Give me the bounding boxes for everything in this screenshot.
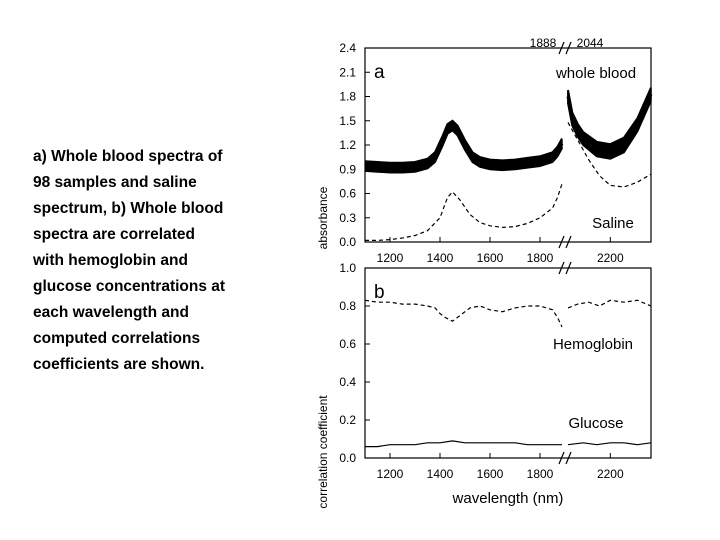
- y-tick-label: 0.0: [339, 451, 356, 465]
- y-tick-label: 0.3: [339, 211, 356, 225]
- y-tick-label: 0.4: [339, 375, 356, 389]
- x-tick-label: 2200: [597, 467, 624, 481]
- x-tick-label: 1600: [477, 467, 504, 481]
- axis-break-mark: [565, 451, 572, 465]
- x-tick-label: 1200: [377, 251, 404, 265]
- whole-blood-mean-curve: [364, 93, 653, 170]
- axis-break-mark: [558, 235, 565, 249]
- caption-line: glucose concentrations at: [33, 278, 226, 295]
- y-tick-label: 0.6: [339, 187, 356, 201]
- plot-frame: [364, 267, 652, 459]
- caption-line: each wavelength and: [33, 304, 189, 321]
- axis-break-label: 2044: [577, 36, 604, 50]
- axis-break-mark: [558, 451, 565, 465]
- whole-blood-sample-curve: [364, 87, 652, 164]
- annotation-saline: Saline: [592, 215, 634, 232]
- y-tick-label: 2.1: [339, 65, 356, 79]
- annotation-whole-blood: whole blood: [555, 65, 636, 82]
- x-tick-label: 1200: [377, 467, 404, 481]
- series-line-glucose: [365, 440, 652, 448]
- axis-break-mark: [558, 41, 565, 55]
- panel-label: b: [374, 282, 385, 303]
- x-tick-label: 1400: [427, 467, 454, 481]
- caption-line: 98 samples and saline: [33, 174, 197, 191]
- caption-line: coefficients are shown.: [33, 356, 205, 373]
- caption-line: with hemoglobin and: [33, 252, 188, 269]
- y-tick-label: 0.9: [339, 162, 356, 176]
- y-tick-label: 0.0: [339, 235, 356, 249]
- y-tick-label: 1.8: [339, 90, 356, 104]
- y-axis-title-a: absorbance: [316, 186, 330, 249]
- y-tick-label: 1.2: [339, 138, 356, 152]
- caption-line: a) Whole blood spectra of: [33, 148, 223, 165]
- panel-label: a: [374, 62, 385, 83]
- caption-line: spectrum, b) Whole blood: [33, 200, 224, 217]
- y-tick-label: 0.2: [339, 413, 356, 427]
- axis-break-mark: [565, 261, 572, 275]
- x-axis-title: wavelength (nm): [452, 490, 564, 507]
- axis-break-label: 1888: [530, 36, 557, 50]
- caption-line: computed correlations: [33, 330, 201, 347]
- annotation-glucose: Glucose: [568, 415, 623, 432]
- axis-break-mark: [558, 261, 565, 275]
- axis-break-mark: [565, 41, 572, 55]
- caption-line: spectra are correlated: [33, 226, 195, 243]
- y-tick-label: 0.6: [339, 337, 356, 351]
- y-tick-label: 1.0: [339, 261, 356, 275]
- x-tick-label: 1800: [527, 467, 554, 481]
- series-line-hemoglobin: [364, 299, 652, 328]
- y-tick-label: 2.4: [339, 41, 356, 55]
- annotation-hemoglobin: Hemoglobin: [553, 336, 633, 353]
- x-tick-label: 1600: [477, 251, 504, 265]
- figure-caption: a) Whole blood spectra of 98 samples and …: [33, 144, 273, 378]
- series-line-saline: [365, 122, 652, 241]
- x-tick-label: 1800: [527, 251, 554, 265]
- x-tick-label: 1400: [427, 251, 454, 265]
- y-tick-label: 1.5: [339, 114, 356, 128]
- y-tick-label: 0.8: [339, 299, 356, 313]
- axis-break-mark: [565, 235, 572, 249]
- x-tick-label: 2200: [597, 251, 624, 265]
- y-axis-title-b: correlation coefficient: [316, 395, 330, 509]
